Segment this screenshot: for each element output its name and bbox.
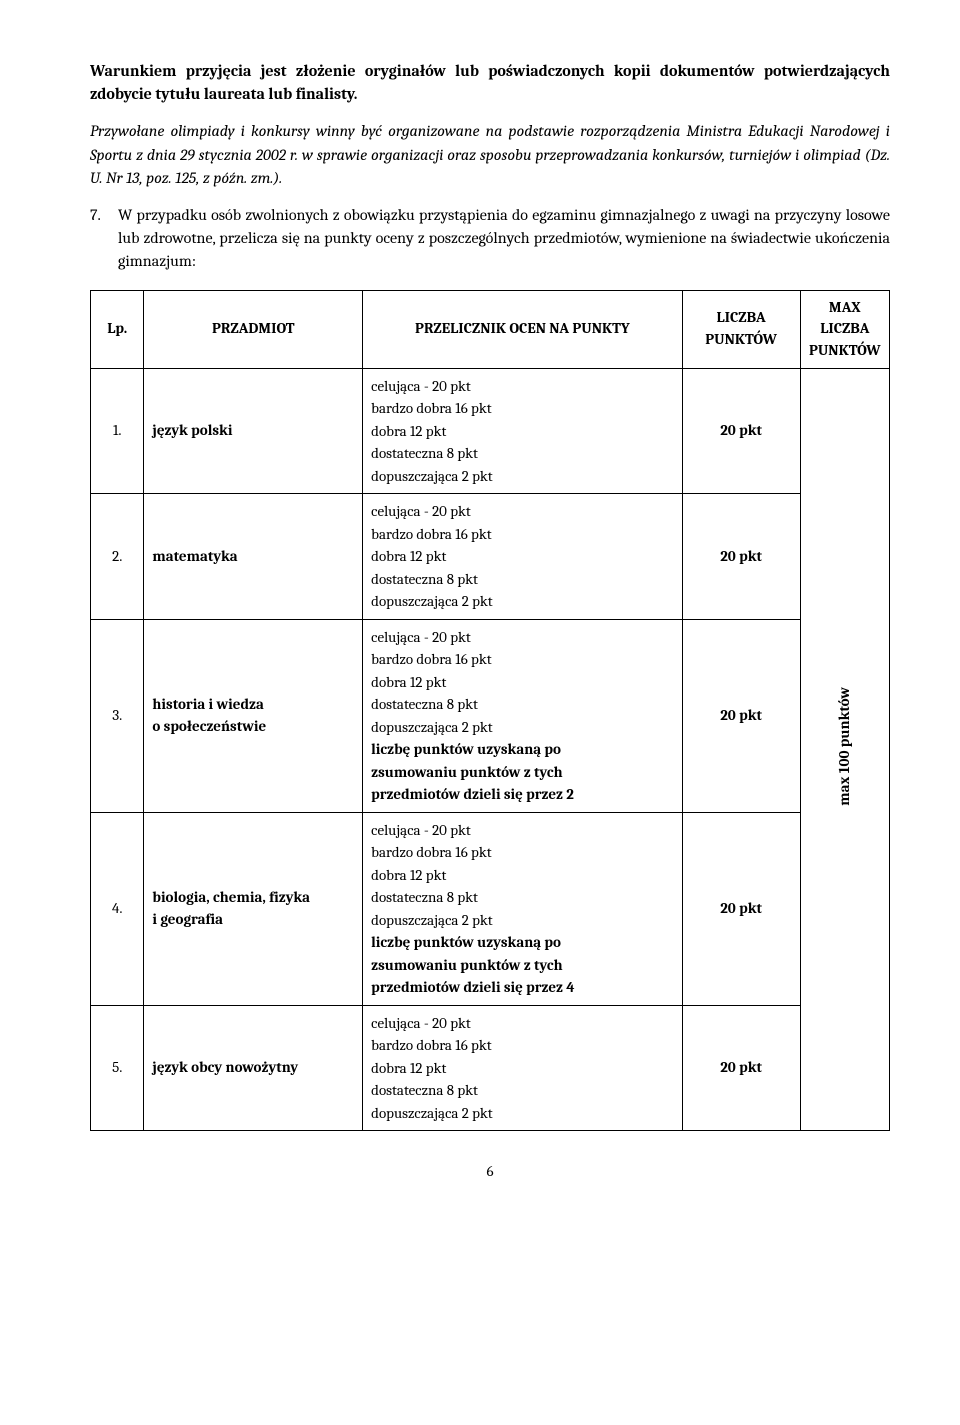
col-points: LICZBA PUNKTÓW: [682, 290, 800, 368]
table-row: 2. matematyka celująca - 20 pkt bardzo d…: [91, 494, 890, 620]
table-row: 5. język obcy nowożytny celująca - 20 pk…: [91, 1005, 890, 1131]
cell-subject: język obcy nowożytny: [144, 1005, 363, 1131]
col-subject: PRZADMIOT: [144, 290, 363, 368]
table-row: 4. biologia, chemia, fizyka i geografia …: [91, 812, 890, 1005]
cell-conversion: celująca - 20 pkt bardzo dobra 16 pkt do…: [363, 1005, 683, 1131]
cell-lp: 2.: [91, 494, 144, 620]
max-label: max 100 punktów: [834, 687, 856, 806]
intro-paragraph-1: Warunkiem przyjęcia jest złożenie orygin…: [90, 60, 890, 106]
cell-points: 20 pkt: [682, 812, 800, 1005]
col-lp: Lp.: [91, 290, 144, 368]
list-item-body: W przypadku osób zwolnionych z obowiązku…: [118, 204, 890, 274]
cell-conversion: celująca - 20 pkt bardzo dobra 16 pkt do…: [363, 368, 683, 494]
table-row: 3. historia i wiedza o społeczeństwie ce…: [91, 619, 890, 812]
cell-subject: matematyka: [144, 494, 363, 620]
page-number: 6: [90, 1161, 890, 1183]
intro-paragraph-2: Przywołane olimpiady i konkursy winny by…: [90, 120, 890, 190]
cell-lp: 1.: [91, 368, 144, 494]
list-item-7: 7. W przypadku osób zwolnionych z obowią…: [90, 204, 890, 274]
cell-points: 20 pkt: [682, 619, 800, 812]
cell-points: 20 pkt: [682, 494, 800, 620]
cell-lp: 5.: [91, 1005, 144, 1131]
col-conversion: PRZELICZNIK OCEN NA PUNKTY: [363, 290, 683, 368]
cell-max: max 100 punktów: [800, 368, 889, 1131]
list-item-number: 7.: [90, 204, 118, 274]
cell-conversion: celująca - 20 pkt bardzo dobra 16 pkt do…: [363, 494, 683, 620]
cell-subject: biologia, chemia, fizyka i geografia: [144, 812, 363, 1005]
col-max: MAX LICZBA PUNKTÓW: [800, 290, 889, 368]
cell-points: 20 pkt: [682, 368, 800, 494]
cell-conversion: celująca - 20 pkt bardzo dobra 16 pkt do…: [363, 812, 683, 1005]
cell-points: 20 pkt: [682, 1005, 800, 1131]
cell-lp: 4.: [91, 812, 144, 1005]
cell-subject: historia i wiedza o społeczeństwie: [144, 619, 363, 812]
cell-subject: język polski: [144, 368, 363, 494]
cell-conversion: celująca - 20 pkt bardzo dobra 16 pkt do…: [363, 619, 683, 812]
points-table: Lp. PRZADMIOT PRZELICZNIK OCEN NA PUNKTY…: [90, 290, 890, 1132]
table-header-row: Lp. PRZADMIOT PRZELICZNIK OCEN NA PUNKTY…: [91, 290, 890, 368]
cell-lp: 3.: [91, 619, 144, 812]
table-row: 1. język polski celująca - 20 pkt bardzo…: [91, 368, 890, 494]
